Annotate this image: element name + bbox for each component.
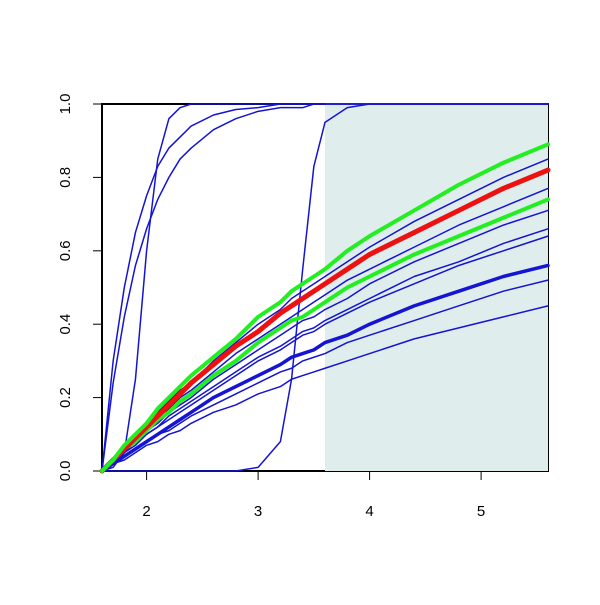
x-tick-label: 5	[477, 503, 485, 520]
series-line	[101, 279, 549, 472]
series-line	[100, 197, 550, 473]
y-tick-label: 0.6	[57, 240, 74, 261]
series-line	[100, 142, 550, 473]
series-line	[101, 103, 549, 472]
x-tick-label: 4	[365, 503, 373, 520]
series-line	[101, 305, 549, 472]
y-tick-label: 0.8	[57, 167, 74, 188]
shaded-region	[325, 103, 548, 471]
series-line	[99, 167, 551, 474]
x-tick-label: 2	[142, 503, 150, 520]
y-tick-label: 1.0	[57, 94, 74, 115]
y-tick-label: 0.2	[57, 387, 74, 408]
y-tick-label: 0.0	[57, 461, 74, 482]
x-tick-label: 3	[254, 503, 262, 520]
y-tick-label: 0.4	[57, 314, 74, 335]
series-line	[101, 235, 549, 472]
